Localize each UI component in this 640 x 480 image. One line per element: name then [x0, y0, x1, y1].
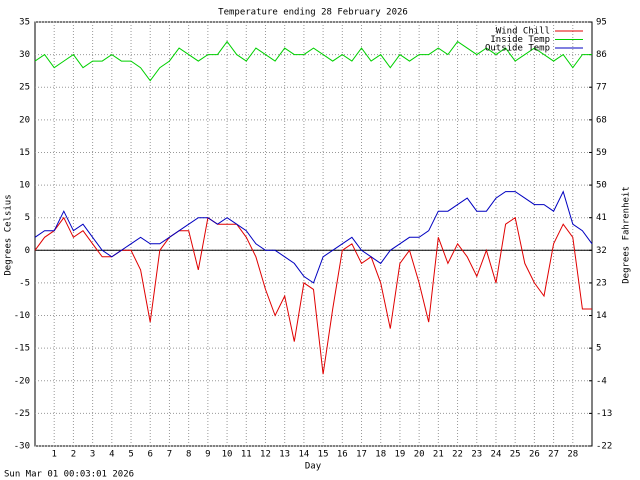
x-tick-label: 7 [167, 450, 172, 460]
y-tick-label: 25 [19, 83, 30, 93]
y2-tick-label: 77 [596, 83, 607, 93]
x-tick-label: 20 [414, 450, 425, 460]
y-tick-label: -15 [14, 344, 30, 354]
x-tick-label: 12 [260, 450, 271, 460]
y2-tick-label: 5 [596, 344, 601, 354]
x-tick-label: 4 [109, 450, 114, 460]
legend-label: Outside Temp [485, 44, 550, 54]
y-tick-label: 10 [19, 181, 30, 191]
x-tick-label: 9 [205, 450, 210, 460]
x-tick-label: 16 [337, 450, 348, 460]
y2-tick-label: 41 [596, 213, 607, 223]
y2-tick-label: 68 [596, 115, 607, 125]
y-tick-label: -10 [14, 311, 30, 321]
x-tick-label: 15 [318, 450, 329, 460]
x-tick-label: 27 [548, 450, 559, 460]
x-tick-label: 23 [471, 450, 482, 460]
series-line [34, 190, 593, 284]
x-tick-label: 13 [279, 450, 290, 460]
y-tick-label: 30 [19, 50, 30, 60]
x-tick-label: 1 [51, 450, 56, 460]
chart-title: Temperature ending 28 February 2026 [218, 8, 408, 18]
y-tick-label: 5 [25, 213, 30, 223]
x-tick-label: 3 [90, 450, 95, 460]
y2-tick-label: 14 [596, 311, 607, 321]
y-tick-label: -25 [14, 409, 30, 419]
y-tick-label: 15 [19, 148, 30, 158]
x-tick-label: 26 [529, 450, 540, 460]
x-tick-label: 5 [128, 450, 133, 460]
y2-tick-label: 32 [596, 246, 607, 256]
x-tick-label: 24 [491, 450, 502, 460]
x-tick-label: 6 [148, 450, 153, 460]
y2-tick-label: 95 [596, 18, 607, 28]
x-tick-label: 8 [186, 450, 191, 460]
y2-tick-label: 50 [596, 181, 607, 191]
x-tick-label: 17 [356, 450, 367, 460]
x-tick-label: 19 [395, 450, 406, 460]
x-tick-label: 11 [241, 450, 252, 460]
y2-tick-label: -13 [596, 409, 612, 419]
x-tick-label: 28 [567, 450, 578, 460]
y2-tick-label: 86 [596, 50, 607, 60]
y-tick-label: -5 [19, 278, 30, 288]
y2-tick-label: 23 [596, 278, 607, 288]
plot-frame [34, 21, 593, 447]
y-tick-label: -30 [14, 442, 30, 452]
y2-tick-label: 59 [596, 148, 607, 158]
x-tick-label: 21 [433, 450, 444, 460]
x-axis-label: Day [305, 462, 322, 472]
y-tick-label: 20 [19, 115, 30, 125]
y-axis-label: Degrees Celsius [4, 194, 14, 275]
footer: Sun Mar 01 00:03:01 2026 [4, 470, 134, 480]
x-tick-label: 25 [510, 450, 521, 460]
y-tick-label: 0 [25, 246, 30, 256]
x-tick-label: 10 [222, 450, 233, 460]
y-tick-label: -20 [14, 376, 30, 386]
y2-tick-label: -22 [596, 442, 612, 452]
x-tick-label: 18 [375, 450, 386, 460]
y2-tick-label: -4 [596, 376, 607, 386]
legend-label: Inside Temp [490, 35, 550, 45]
y2-axis-label: Degrees Fahrenheit [622, 186, 632, 284]
series-line [34, 40, 592, 82]
x-tick-label: 22 [452, 450, 463, 460]
y-tick-label: 35 [19, 18, 30, 28]
x-tick-label: 2 [71, 450, 76, 460]
legend-label: Wind Chill [496, 27, 550, 37]
x-tick-label: 14 [298, 450, 309, 460]
series-line [34, 216, 592, 375]
